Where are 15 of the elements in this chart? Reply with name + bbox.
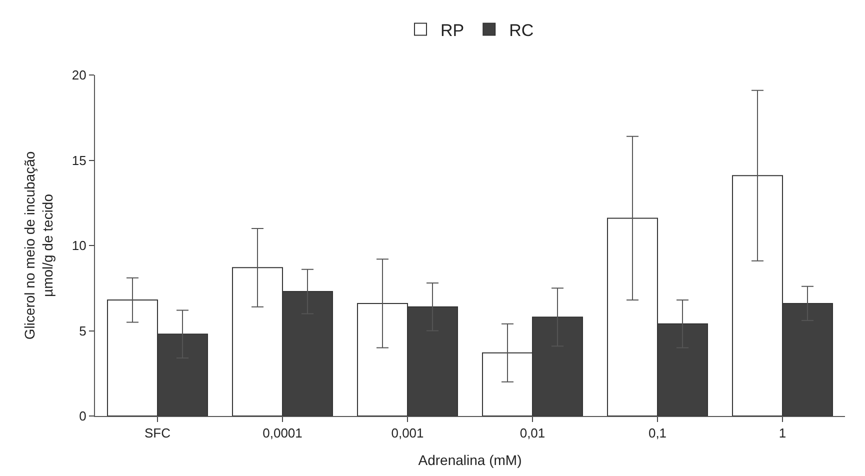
y-axis-title: Glicerol no meio de incubação µmol/g de tecido <box>21 151 56 340</box>
y-tick-label: 0 <box>79 408 86 424</box>
y-tick-label: 5 <box>79 323 86 338</box>
y-tick-label: 10 <box>72 238 86 254</box>
x-axis-title: Adrenalina (mM) <box>418 452 522 468</box>
x-tick-label: 1 <box>778 426 786 441</box>
y-tick-label: 20 <box>72 68 86 83</box>
x-tick-label: 0,0001 <box>262 426 302 441</box>
x-tick-label: SFC <box>144 426 170 441</box>
legend-label: RP <box>440 20 464 40</box>
y-tick-label: 15 <box>72 152 86 168</box>
legend-label: RC <box>509 20 534 40</box>
x-tick-label: 0,01 <box>520 426 546 441</box>
x-tick-label: 0,001 <box>391 426 424 441</box>
x-tick-label: 0,1 <box>648 426 667 441</box>
